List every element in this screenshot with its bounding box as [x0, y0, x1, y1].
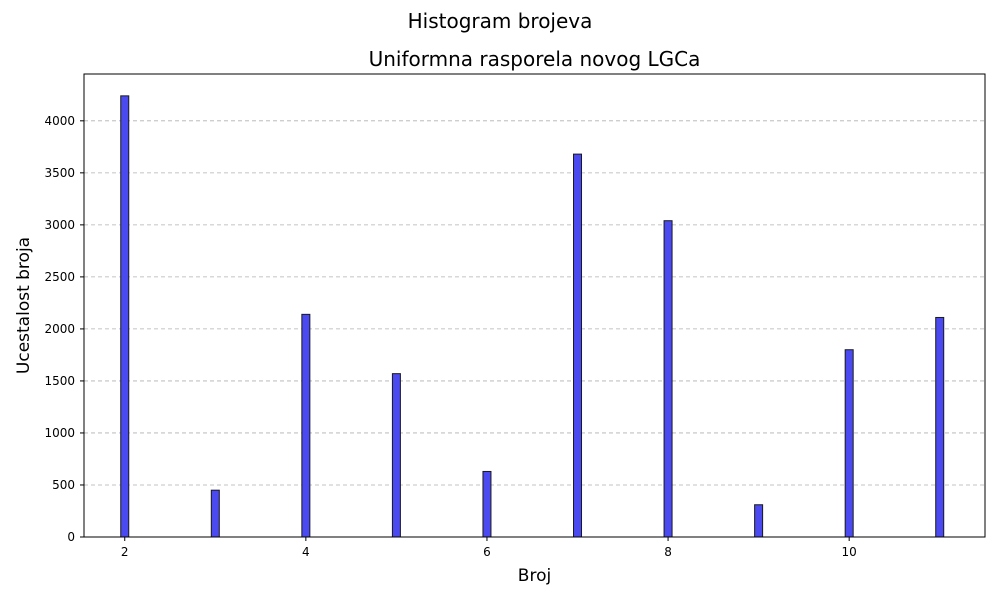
bar-6 — [482, 470, 492, 538]
y-tick-label: 1000 — [44, 426, 75, 440]
bar-8 — [663, 220, 673, 538]
y-tick-label: 3000 — [44, 218, 75, 232]
y-tick-label: 4000 — [44, 114, 75, 128]
y-axis-label: Ucestalost broja — [14, 237, 34, 374]
y-tick-label: 2500 — [44, 270, 75, 284]
x-axis-label: Broj — [518, 566, 551, 586]
y-tick-label: 2000 — [44, 322, 75, 336]
bar-11 — [935, 316, 945, 538]
x-axis-ticks: 2 4 6 8 10 — [121, 537, 857, 559]
plot-frame — [83, 73, 986, 538]
chart-title: Uniformna rasporela novog LGCa — [369, 47, 701, 71]
bar-3 — [210, 489, 220, 538]
y-gridlines — [84, 120, 985, 486]
x-tick-label: 6 — [483, 545, 491, 559]
x-tick-label: 8 — [664, 545, 672, 559]
y-axis-ticks: 0 500 1000 1500 2000 2500 3000 3500 4000 — [44, 114, 84, 544]
bar-9 — [754, 504, 764, 538]
bar-7 — [573, 153, 583, 538]
x-tick-label: 10 — [842, 545, 857, 559]
x-tick-label: 2 — [121, 545, 129, 559]
bar-5 — [391, 373, 401, 538]
chart-suptitle: Histogram brojeva — [408, 9, 593, 33]
y-tick-label: 500 — [52, 478, 75, 492]
bar-4 — [301, 313, 311, 538]
x-tick-label: 4 — [302, 545, 310, 559]
y-tick-label: 3500 — [44, 166, 75, 180]
bar-10 — [844, 349, 854, 538]
bar-2 — [120, 95, 130, 538]
y-tick-label: 0 — [67, 530, 75, 544]
bars — [120, 95, 945, 538]
y-tick-label: 1500 — [44, 374, 75, 388]
